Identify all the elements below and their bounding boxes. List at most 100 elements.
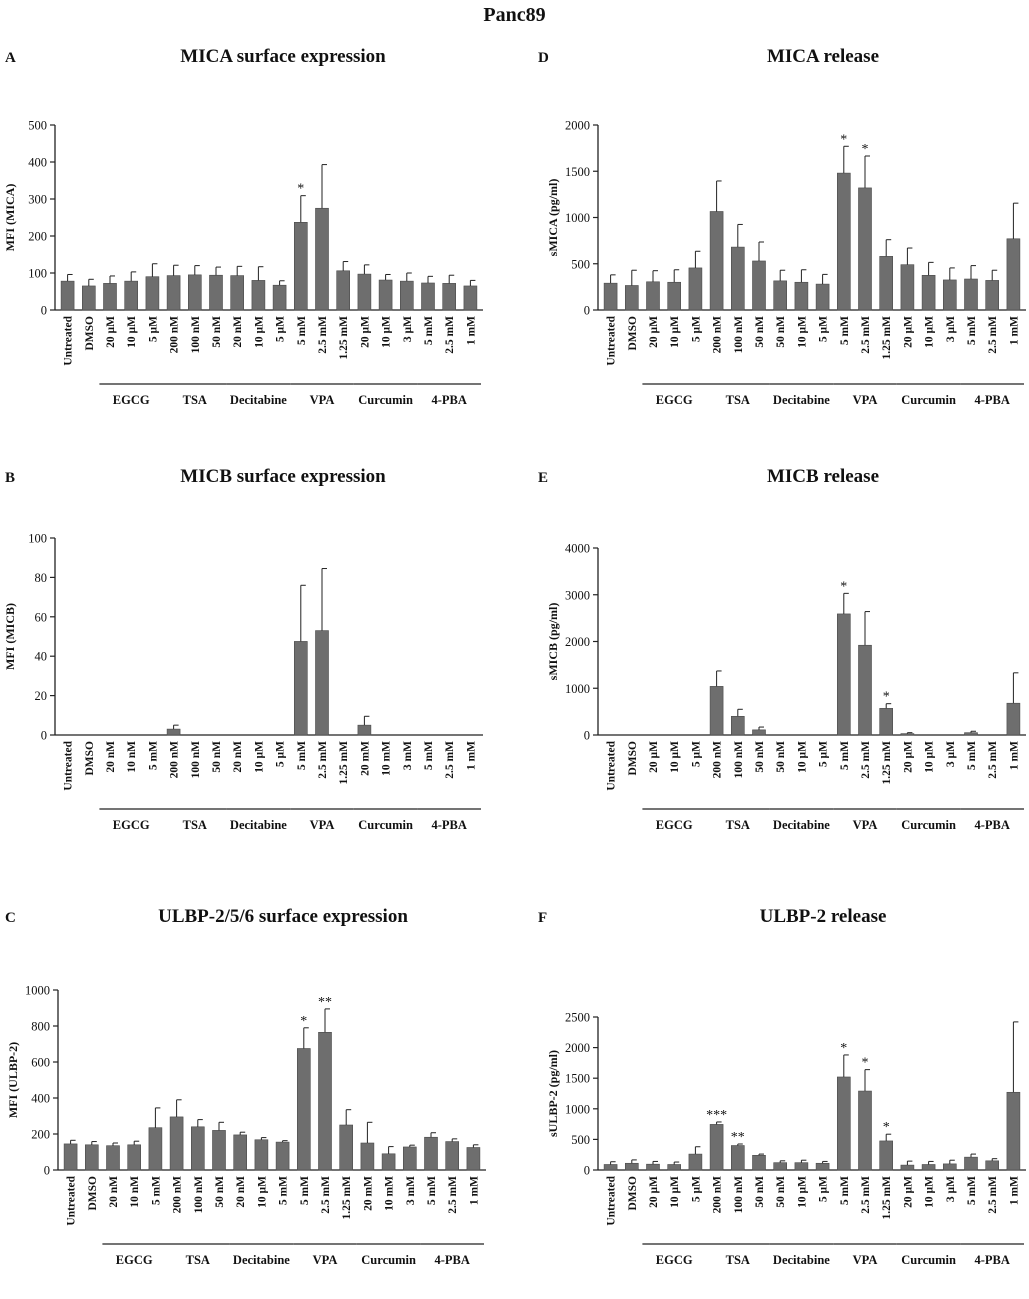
panel-c-category-label: Untreated xyxy=(66,1175,78,1225)
panel-d-category-label: 5 mM xyxy=(966,316,978,345)
panel-c-bar xyxy=(296,1048,311,1171)
panel-f-significance: * xyxy=(883,1120,890,1135)
panel-b-category-label: 20 mM xyxy=(359,741,371,776)
panel-d-category-label: 1 mM xyxy=(1008,316,1020,345)
panel-c-bar xyxy=(212,1130,226,1171)
panel-a-group-label: VPA xyxy=(310,393,335,407)
panel-e-category-label: 50 nM xyxy=(754,741,766,773)
panel-d-y-label: sMICA (pg/ml) xyxy=(546,179,560,257)
panel-d-category-label: 100 nM xyxy=(733,316,745,354)
panel-c-bar xyxy=(339,1124,354,1171)
panel-e-y-tick-label: 1000 xyxy=(565,682,590,696)
panel-f-bar xyxy=(688,1153,703,1171)
panel-e-y-tick-label: 4000 xyxy=(565,542,590,556)
panel-c-significance: * xyxy=(300,1014,307,1029)
panel-d-bar xyxy=(603,282,618,311)
panel-c-group-label: EGCG xyxy=(116,1253,153,1267)
panel-a-category-label: 5 mM xyxy=(423,316,435,345)
panel-a-category-label: Untreated xyxy=(63,315,75,365)
panel-f-bar xyxy=(985,1160,1000,1171)
panel-c-bar xyxy=(127,1144,141,1171)
panel-d-bar xyxy=(879,256,894,311)
panel-a-bar xyxy=(378,279,393,311)
panel-f-category-label: DMSO xyxy=(627,1176,639,1211)
panel-a-category-label: 2.5 mM xyxy=(317,316,329,354)
panel-f-bar xyxy=(836,1076,851,1171)
panel-a-group-label: TSA xyxy=(183,393,207,407)
panel-a-category-label: 5 µM xyxy=(275,316,287,342)
panel-d-bar xyxy=(942,279,957,311)
panel-a-bar xyxy=(230,275,244,311)
panel-f-group-label: Curcumin xyxy=(901,1253,956,1267)
panel-b-category-label: 2.5 mM xyxy=(317,741,329,779)
panel-f-group-label: VPA xyxy=(853,1253,878,1267)
panel-a-y-tick-label: 0 xyxy=(41,304,47,318)
panel-c-significance: ** xyxy=(318,995,332,1010)
panel-f-category-label: 5 µM xyxy=(818,1176,830,1202)
panel-a-category-label: 5 µM xyxy=(147,316,159,342)
panel-c-bar xyxy=(191,1126,205,1171)
panel-c-category-label: 20 mM xyxy=(362,1176,374,1211)
panel-a-bar xyxy=(463,285,478,311)
panel-d-category-label: Untreated xyxy=(606,315,618,365)
panel-d-bar xyxy=(858,187,872,311)
panel-e-category-label: 1 mM xyxy=(1008,741,1020,770)
panel-e-category-label: 10 µM xyxy=(924,741,936,773)
panel-b-category-label: 5 mM xyxy=(147,741,159,770)
panel-d-category-label: 5 mM xyxy=(839,316,851,345)
panel-a-bar xyxy=(357,273,372,311)
panel-a-category-label: 200 nM xyxy=(169,316,181,354)
panel-f-bar xyxy=(624,1162,639,1171)
panel-c-category-label: 5 mM xyxy=(299,1176,311,1205)
panel-f-category-label: 100 nM xyxy=(733,1176,745,1214)
panel-d-group-label: VPA xyxy=(853,393,878,407)
panel-e-category-label: 3 µM xyxy=(945,741,957,767)
panel-e-category-label: 200 nM xyxy=(712,741,724,779)
panel-e-category-label: 10 µM xyxy=(669,741,681,773)
panel-d-significance: * xyxy=(840,132,847,147)
panel-d-category-label: 5 µM xyxy=(690,316,702,342)
panel-c-category-label: 20 nM xyxy=(235,1176,247,1208)
panel-c-y-tick-label: 200 xyxy=(31,1128,50,1142)
panel-b-category-label: 5 mM xyxy=(423,741,435,770)
panel-f-bar xyxy=(858,1090,872,1171)
panel-a-category-label: 20 µM xyxy=(105,316,117,348)
panel-d-title: MICA release xyxy=(767,46,879,67)
panel-a-bar xyxy=(145,276,160,311)
panel-c-group-label: VPA xyxy=(313,1253,338,1267)
panel-d-bar xyxy=(730,246,745,311)
panel-e-bar xyxy=(752,729,766,736)
panel-c-category-label: 1.25 mM xyxy=(341,1176,353,1220)
panel-d-category-label: 1.25 mM xyxy=(881,316,893,360)
panel-f-category-label: 5 mM xyxy=(839,1176,851,1205)
panel-c-bar xyxy=(402,1146,417,1171)
panel-c-category-label: DMSO xyxy=(87,1176,99,1211)
panel-d-bar xyxy=(985,280,1000,311)
panel-b-group-label: Curcumin xyxy=(358,818,413,832)
panel-d-category-label: 10 µM xyxy=(669,316,681,348)
panel-c-category-label: 20 nM xyxy=(108,1176,120,1208)
panel-a-bar xyxy=(421,282,435,311)
panel-f-bar xyxy=(709,1124,724,1171)
panel-c-bar xyxy=(169,1116,184,1171)
panel-a-bar xyxy=(399,280,414,311)
panel-b-y-tick-label: 40 xyxy=(35,650,48,664)
panel-a-bar xyxy=(293,222,308,311)
panel-c-y-tick-label: 400 xyxy=(31,1092,50,1106)
panel-d-group-label: 4-PBA xyxy=(974,393,1009,407)
panel-c-group-label: 4-PBA xyxy=(434,1253,469,1267)
panel-f-bar xyxy=(794,1162,809,1171)
panel-b-category-label: 100 nM xyxy=(190,741,202,779)
panel-d-y-tick-label: 500 xyxy=(571,257,590,271)
panel-e-category-label: 100 nM xyxy=(733,741,745,779)
panel-e-letter: E xyxy=(538,470,548,486)
panel-f-y-tick-label: 2000 xyxy=(565,1041,590,1055)
panel-a-category-label: 10 µM xyxy=(126,316,138,348)
panel-d-category-label: 3 µM xyxy=(945,316,957,342)
panel-f-category-label: 2.5 mM xyxy=(860,1176,872,1214)
panel-e-y-tick-label: 2000 xyxy=(565,635,590,649)
panel-f-category-label: 50 nM xyxy=(754,1176,766,1208)
panel-d-bar xyxy=(921,275,936,311)
panel-b-letter: B xyxy=(5,470,15,486)
panel-a-y-tick-label: 400 xyxy=(28,156,47,170)
